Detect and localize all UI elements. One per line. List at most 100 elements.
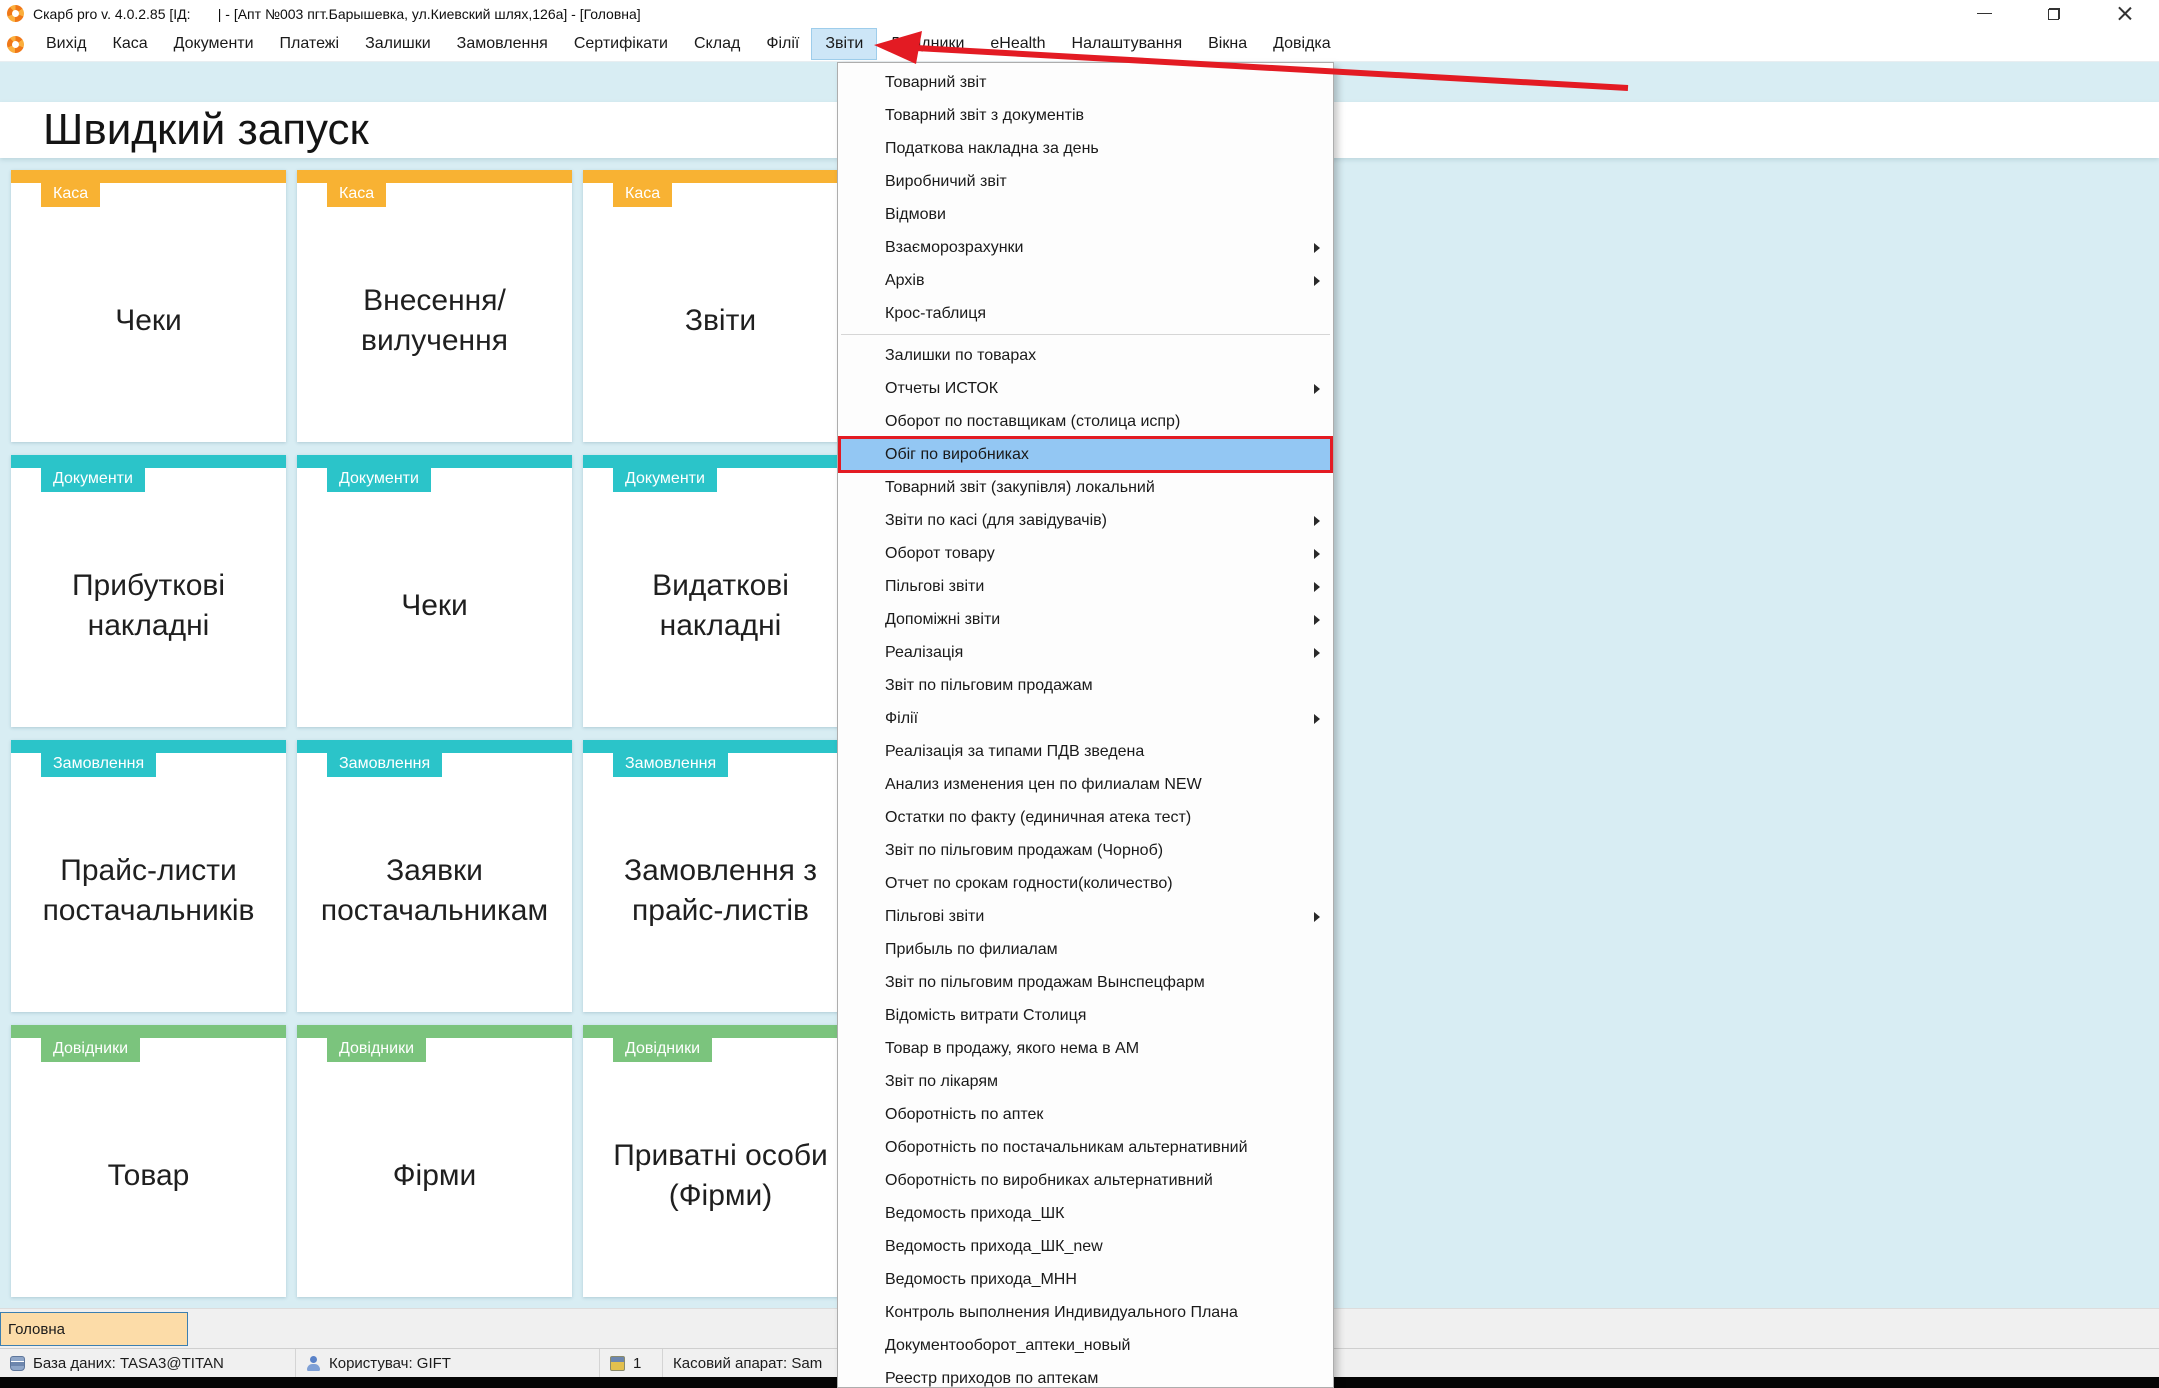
report-menu-item[interactable]: Реалізація [838,636,1333,669]
submenu-arrow-icon [1314,614,1320,625]
submenu-arrow-icon [1314,581,1320,592]
report-menu-item[interactable]: Остатки по факту (единичная атека тест) [838,801,1333,834]
home-tab[interactable]: Головна [0,1312,188,1346]
quick-launch-tile[interactable]: Довідники Фірми [297,1025,572,1297]
report-menu-item-label: Звіт по пільговим продажам (Чорноб) [885,841,1164,859]
report-menu-item[interactable]: Допоміжні звіти [838,603,1333,636]
tile-label: Внесення/вилучення [361,283,508,358]
report-menu-item-label: Податкова накладна за день [885,139,1099,157]
quick-launch-tile[interactable]: Довідники Приватні особи (Фірми) [583,1025,858,1297]
report-menu-item[interactable]: Товарний звіт з документів [838,99,1333,132]
report-menu-item[interactable]: Звіт по пільговим продажам Вынспецфарм [838,966,1333,999]
report-menu-item[interactable]: Ведомость прихода_ШК [838,1197,1333,1230]
report-menu-item[interactable]: Ведомость прихода_ШК_new [838,1230,1333,1263]
menu-item[interactable]: Філії [766,35,800,52]
status-text: 1 [633,1354,642,1372]
quick-launch-tile[interactable]: Каса Чеки [11,170,286,442]
menu-item[interactable]: Залишки [365,35,431,52]
report-menu-item[interactable]: Отчеты ИСТОК [838,372,1333,405]
report-menu-item[interactable]: Отчет по срокам годности(количество) [838,867,1333,900]
report-menu-item[interactable]: Оборотність по аптек [838,1098,1333,1131]
report-menu-item[interactable]: Податкова накладна за день [838,132,1333,165]
report-menu-item-label: Звіт по пільговим продажам [885,676,1093,694]
quick-launch-tile[interactable]: Замовлення Прайс-листи постачальників [11,740,286,1012]
quick-launch-tile[interactable]: Довідники Товар [11,1025,286,1297]
report-menu-item[interactable]: Ведомость прихода_МНН [838,1263,1333,1296]
report-menu-item[interactable]: Звіт по лікарям [838,1065,1333,1098]
report-menu-item[interactable]: Філії [838,702,1333,735]
report-menu-item[interactable]: Відмови [838,198,1333,231]
report-menu-item[interactable]: Залишки по товарах [838,339,1333,372]
report-menu-item[interactable]: Товарний звіт [838,66,1333,99]
report-menu-item[interactable]: Крос-таблиця [838,297,1333,335]
tile-color-strip [11,170,286,183]
report-menu-item[interactable]: Звіт по пільговим продажам (Чорноб) [838,834,1333,867]
report-menu-item[interactable]: Архів [838,264,1333,297]
report-menu-item[interactable]: Прибыль по филиалам [838,933,1333,966]
menu-item[interactable]: Довідка [1273,35,1331,52]
tile-label: Приватні особи (Фірми) [613,1138,828,1213]
report-menu-item[interactable]: Відомість витрати Столиця [838,999,1333,1032]
report-menu-item-label: Ведомость прихода_ШК_new [885,1237,1103,1255]
tile-category-tag: Замовлення [327,753,443,777]
report-menu-item-label: Остатки по факту (единичная атека тест) [885,808,1192,826]
report-menu-item[interactable]: Оборот товару [838,537,1333,570]
menu-item[interactable]: Звіти [811,28,878,60]
report-menu-item[interactable]: Звіт по пільговим продажам [838,669,1333,702]
menu-item[interactable]: Вікна [1208,35,1248,52]
database-icon [10,1355,25,1371]
report-menu-item[interactable]: Оборотність по постачальникам альтернати… [838,1131,1333,1164]
report-menu-item[interactable]: Оборотність по виробниках альтернативний [838,1164,1333,1197]
tile-category-tag: Каса [613,183,673,207]
report-menu-item-label: Обіг по виробниках [885,445,1029,463]
report-menu-item-label: Оборотність по виробниках альтернативний [885,1171,1213,1189]
report-menu-item[interactable]: Товарний звіт (закупівля) локальний [838,471,1333,504]
report-menu-item[interactable]: Виробничий звіт [838,165,1333,198]
restore-button[interactable] [2019,0,2089,27]
tile-label: Звіти [684,303,757,337]
menu-item[interactable]: Налаштування [1071,35,1183,52]
quick-launch-tile[interactable]: Документи Видаткові накладні [583,455,858,727]
status-text: Користувач: GIFT [329,1354,451,1372]
menu-item[interactable]: Замовлення [456,35,548,52]
title-bar: Скарб pro v. 4.0.2.85 [ІД: | - [Апт №003… [0,0,2159,27]
quick-launch-tile[interactable]: Документи Прибуткові накладні [11,455,286,727]
report-menu-item[interactable]: Взаєморозрахунки [838,231,1333,264]
menu-item[interactable]: eHealth [990,35,1046,52]
report-menu-item[interactable]: Обіг по виробниках [838,436,1333,473]
report-menu-item[interactable]: Реестр приходов по аптекам [838,1362,1333,1387]
report-menu-item[interactable]: Анализ изменения цен по филиалам NEW [838,768,1333,801]
submenu-arrow-icon [1314,548,1320,559]
menu-item[interactable]: Каса [112,35,148,52]
quick-launch-tile[interactable]: Каса Звіти [583,170,858,442]
quick-launch-tile[interactable]: Документи Чеки [297,455,572,727]
menu-item[interactable]: Документи [173,35,254,52]
tile-color-strip [11,740,286,753]
menu-item[interactable]: Платежі [279,35,340,52]
report-menu-item[interactable]: Звіти по касі (для завідувачів) [838,504,1333,537]
quick-launch-tile[interactable]: Каса Внесення/вилучення [297,170,572,442]
quick-launch-tile[interactable]: Замовлення Замовлення з прайс-листів [583,740,858,1012]
app-icon-small [7,35,24,53]
menu-item[interactable]: Вихід [46,35,87,52]
menu-item[interactable]: Сертифікати [573,35,668,52]
report-menu-item[interactable]: Документооборот_аптеки_новый [838,1329,1333,1362]
report-menu-item[interactable]: Пільгові звіти [838,900,1333,933]
status-user: Користувач: GIFT [296,1349,600,1377]
report-menu-item[interactable]: Реалізація за типами ПДВ зведена [838,735,1333,768]
report-menu-item[interactable]: Товар в продажу, якого нема в АМ [838,1032,1333,1065]
status-database: База даних: TASA3@TITAN [0,1349,296,1377]
report-menu-item-label: Взаєморозрахунки [885,238,1024,256]
menu-item[interactable]: Склад [694,35,741,52]
close-button[interactable] [2089,0,2159,27]
report-menu-item[interactable]: Контроль выполнения Индивидуального План… [838,1296,1333,1329]
report-menu-item-label: Товар в продажу, якого нема в АМ [885,1039,1140,1057]
report-menu-item[interactable]: Оборот по поставщикам (столица испр) [838,405,1333,438]
tile-color-strip [583,455,858,468]
home-tab-label: Головна [8,1320,65,1338]
report-menu-item-label: Виробничий звіт [885,172,1007,190]
quick-launch-tile[interactable]: Замовлення Заявки постачальникам [297,740,572,1012]
minimize-button[interactable] [1949,0,2019,27]
menu-item[interactable]: Довідники [889,35,965,52]
report-menu-item[interactable]: Пільгові звіти [838,570,1333,603]
